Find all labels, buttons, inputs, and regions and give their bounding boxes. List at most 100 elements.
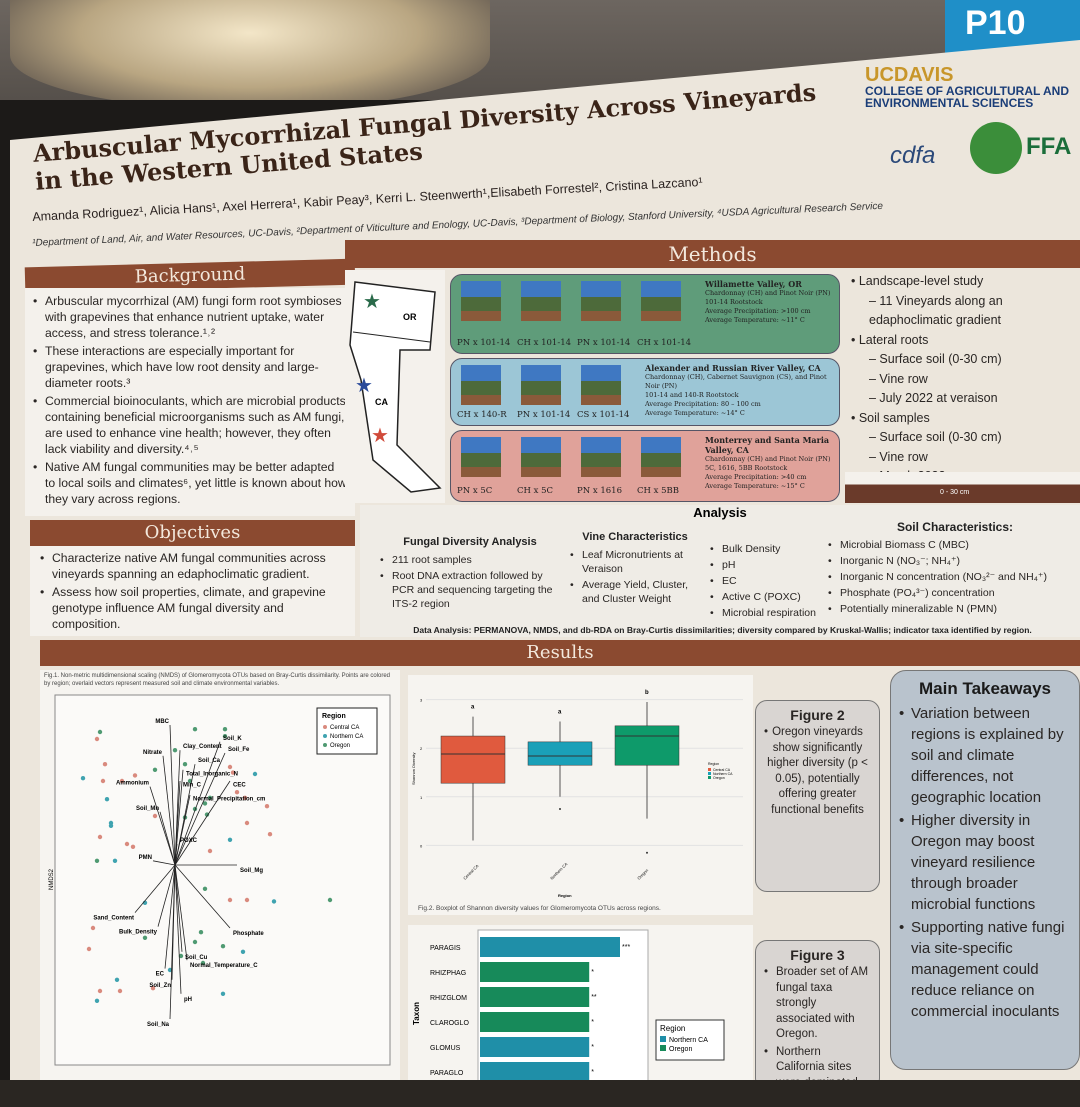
data-point <box>117 988 123 994</box>
legend-swatch <box>708 768 711 771</box>
takeaway-item: Higher diversity in Oregon may boost vin… <box>899 810 1071 915</box>
vineyard-photo <box>581 437 621 477</box>
significance-label: * <box>591 969 594 976</box>
methods-list: • Landscape-level study – 11 Vineyards al… <box>845 272 1080 487</box>
data-point <box>108 823 114 828</box>
methods-list-item: • Soil samples <box>851 410 930 425</box>
legend-swatch <box>323 734 327 738</box>
vineyard-photo <box>461 437 501 477</box>
depth-label: 0 - 30 cm <box>940 489 970 496</box>
legend-label: Oregon <box>669 1046 692 1053</box>
legend-title: Region <box>322 713 346 720</box>
nmds-plot: NMDS2 MBC Clay_Content Nitrate Soil_K Soil_Fe… <box>49 694 391 1066</box>
data-point <box>192 727 198 732</box>
data-point <box>112 858 118 863</box>
data-point <box>222 734 228 739</box>
legend-label: Oregon <box>330 743 350 749</box>
soil-col-2: Microbial Biomass C (MBC) Inorganic N (NO… <box>828 538 1080 622</box>
fig1-caption: Fig.1. Non-metric multidimensional scali… <box>44 673 390 687</box>
soil-col-1: Bulk Density pH EC Active C (POXC) Microbial… <box>710 542 820 622</box>
category-label: PARAGLO <box>430 1070 464 1077</box>
significance-letter: a <box>558 709 562 715</box>
data-point <box>130 844 136 849</box>
soil-item: Active C (POXC) <box>710 590 820 604</box>
data-point <box>86 946 92 952</box>
vector-label: Sand_Content <box>93 916 134 922</box>
ucdavis-logo: UCDAVIS COLLEGE OF AGRICULTURAL AND ENVIR… <box>865 65 1080 109</box>
data-point <box>202 801 208 806</box>
photo-caption: CH x 101-14 <box>517 338 572 348</box>
methods-list-item: – Vine row <box>869 371 928 386</box>
data-point <box>227 764 233 770</box>
site-detail: Average Temperature: ~14° C <box>645 409 745 417</box>
legend-swatch <box>660 1045 666 1051</box>
fig2-caption: Fig.2. Boxplot of Shannon diversity valu… <box>418 905 661 912</box>
bar <box>480 987 590 1007</box>
vineyard-photo <box>521 365 561 405</box>
vector-label: POXC <box>180 838 198 844</box>
data-point <box>150 986 156 991</box>
methods-list-item: – Surface soil (0-30 cm) <box>869 352 1002 366</box>
data-point <box>244 897 250 903</box>
vector-label: Phosphate <box>233 931 264 937</box>
env-vector <box>149 786 176 866</box>
takeaway-item: Variation between regions is explained b… <box>899 703 1071 808</box>
data-point <box>142 935 148 940</box>
data-point <box>182 762 188 767</box>
vector-label: Clay_Content <box>183 744 222 750</box>
env-vector <box>174 843 178 866</box>
legend-swatch <box>323 743 327 747</box>
photo-caption: CH x 5BB <box>637 486 680 496</box>
site-detail: Average Precipitation: >100 cm <box>705 307 811 315</box>
data-point <box>222 727 228 732</box>
fungal-item: 211 root samples <box>380 553 560 567</box>
indicator-bar-chart: PARAGIS ***RHIZPHAG *RHIZGLOM **CLAROGLO *GL… <box>412 929 725 1080</box>
soil-item: EC <box>710 574 820 588</box>
legend-box <box>655 1019 725 1061</box>
env-vector <box>174 864 188 961</box>
data-point <box>252 771 258 777</box>
site-detail: Chardonnay (CH), Cabernet Sauvignon (CS)… <box>645 373 827 390</box>
legend-swatch <box>708 772 711 775</box>
cdfa-logo: cdfa <box>890 142 936 169</box>
data-point <box>94 736 100 742</box>
site-detail: Average Temperature: ~15° C <box>705 482 805 490</box>
vector-label: Ammonium <box>116 781 149 787</box>
legend-swatch <box>323 725 327 729</box>
fungal-diversity-box: Fungal Diversity Analysis 211 root sample… <box>380 535 560 613</box>
vector-label: Soil_Mg <box>240 868 263 874</box>
vector-label: PMN <box>139 855 152 861</box>
vineyard-photo <box>641 437 681 477</box>
significance-label: *** <box>622 944 630 951</box>
data-point <box>267 832 273 837</box>
chandelier <box>10 0 490 110</box>
vine-characteristics-box: Vine Characteristics Leaf Micronutrients … <box>570 530 700 608</box>
data-point <box>94 998 100 1003</box>
y-tick-label: 3 <box>420 698 423 703</box>
soil-item: Inorganic N (NO₃⁻; NH₄⁺) <box>828 554 1080 568</box>
site-panel: PN x 5C CH x 5C PN x 1616 CH x 5BB Monterrey… <box>450 430 840 502</box>
site-name: Monterrey and Santa Maria Valley, CA <box>705 435 830 455</box>
env-vector <box>162 755 176 866</box>
y-axis-label: Taxon <box>412 1002 421 1025</box>
vineyard-photo <box>581 281 621 321</box>
results-heading: Results <box>40 640 1080 666</box>
analysis-heading: Analysis <box>693 505 747 520</box>
methods-list-item: • Lateral roots <box>851 332 929 347</box>
data-point <box>240 949 246 954</box>
site-detail: Chardonnay (CH) and Pinot Noir (PN) <box>705 289 831 297</box>
data-point <box>80 776 86 781</box>
takeaway-item: Supporting native fungi via site-specifi… <box>899 917 1071 1022</box>
soil-item: Inorganic N concentration (NO₃²⁻ and NH₄… <box>828 570 1080 584</box>
data-point <box>264 804 270 809</box>
data-point <box>94 858 100 863</box>
methods-heading: Methods <box>345 240 1080 268</box>
box <box>614 725 680 766</box>
data-point <box>207 848 213 854</box>
photo-caption: PN x 1616 <box>577 486 622 496</box>
vector-label: pH <box>184 997 192 1003</box>
methods-list-item: – July 2022 at veraison <box>869 391 998 405</box>
box <box>527 741 593 766</box>
significance-label: * <box>591 1019 594 1026</box>
env-vector <box>174 864 231 929</box>
